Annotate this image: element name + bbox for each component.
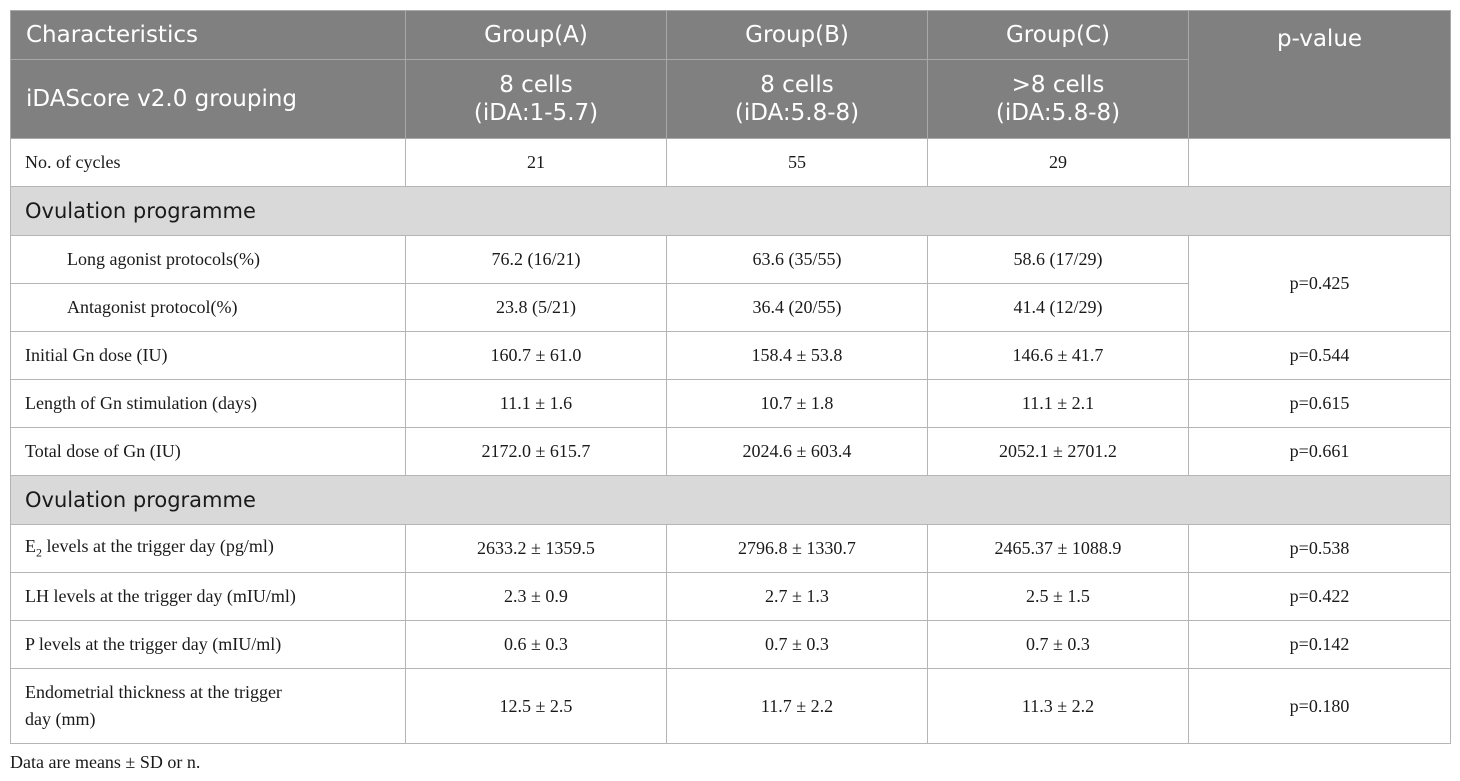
- group-b-range: (iDA:5.8-8): [734, 100, 860, 126]
- cell-group-c: 2.5 ± 1.5: [927, 572, 1189, 621]
- table-container: Characteristics Group(A) Group(B) Group(…: [10, 10, 1451, 744]
- table-row-antagonist: Antagonist protocol(%) 23.8 (5/21) 36.4 …: [10, 283, 1451, 332]
- group-a-range: (iDA:1-5.7): [473, 100, 599, 126]
- header-group-b: Group(B): [666, 10, 928, 60]
- cell-group-a: 23.8 (5/21): [405, 283, 667, 332]
- table-row-long-agonist: Long agonist protocols(%) 76.2 (16/21) 6…: [10, 235, 1451, 332]
- characteristics-table: Characteristics Group(A) Group(B) Group(…: [10, 10, 1451, 744]
- row-label: Length of Gn stimulation (days): [10, 379, 406, 428]
- row-label: Endometrial thickness at the trigger day…: [10, 668, 406, 744]
- row-label: Total dose of Gn (IU): [10, 427, 406, 476]
- header-group-a: Group(A): [405, 10, 667, 60]
- cell-group-c: 0.7 ± 0.3: [927, 620, 1189, 669]
- e2-label-suffix: levels at the trigger day (pg/ml): [42, 536, 274, 557]
- cell-group-a: 160.7 ± 61.0: [405, 331, 667, 380]
- cell-group-a: 21: [405, 138, 667, 187]
- header-group-a-detail: 8 cells (iDA:1-5.7): [405, 59, 667, 139]
- cell-group-a: 76.2 (16/21): [405, 235, 667, 284]
- row-label: E2 levels at the trigger day (pg/ml): [10, 524, 406, 573]
- endometrial-label-line2: day (mm): [25, 709, 96, 729]
- cell-p-value: p=0.544: [1188, 331, 1451, 380]
- cell-group-b: 2024.6 ± 603.4: [666, 427, 928, 476]
- table-row-total-gn: Total dose of Gn (IU) 2172.0 ± 615.7 202…: [10, 427, 1451, 476]
- cell-p-value: p=0.422: [1188, 572, 1451, 621]
- table-row-e2: E2 levels at the trigger day (pg/ml) 263…: [10, 524, 1451, 573]
- table-row-cycles: No. of cycles 21 55 29: [10, 138, 1451, 187]
- cell-group-b: 158.4 ± 53.8: [666, 331, 928, 380]
- group-c-cells: >8 cells: [1011, 72, 1105, 98]
- row-label: No. of cycles: [10, 138, 406, 187]
- row-label: P levels at the trigger day (mIU/ml): [10, 620, 406, 669]
- cell-group-c: 11.3 ± 2.2: [927, 668, 1189, 744]
- group-a-cells: 8 cells: [499, 72, 573, 98]
- cell-p-value: p=0.661: [1188, 427, 1451, 476]
- cell-group-c: 11.1 ± 2.1: [927, 379, 1189, 428]
- cell-group-a: 12.5 ± 2.5: [405, 668, 667, 744]
- row-label: Antagonist protocol(%): [10, 283, 406, 332]
- cell-group-b: 2.7 ± 1.3: [666, 572, 928, 621]
- cell-group-c: 41.4 (12/29): [927, 283, 1189, 332]
- cell-group-b: 36.4 (20/55): [666, 283, 928, 332]
- header-grouping-label: iDAScore v2.0 grouping: [10, 59, 406, 139]
- table-row-length-gn: Length of Gn stimulation (days) 11.1 ± 1…: [10, 379, 1451, 428]
- cell-p-value-protocol: p=0.425: [1188, 235, 1451, 332]
- cell-group-a: 2633.2 ± 1359.5: [405, 524, 667, 573]
- table-footnote: Data are means ± SD or n.: [10, 752, 201, 772]
- cell-group-c: 58.6 (17/29): [927, 235, 1189, 284]
- e2-label-subscript: 2: [36, 545, 42, 560]
- table-row-lh: LH levels at the trigger day (mIU/ml) 2.…: [10, 572, 1451, 621]
- group-b-cells: 8 cells: [760, 72, 834, 98]
- cell-group-c: 2052.1 ± 2701.2: [927, 427, 1189, 476]
- cell-group-a: 2.3 ± 0.9: [405, 572, 667, 621]
- cell-group-b: 63.6 (35/55): [666, 235, 928, 284]
- header-row: Characteristics Group(A) Group(B) Group(…: [10, 10, 1451, 139]
- header-subrow: iDAScore v2.0 grouping 8 cells (iDA:1-5.…: [10, 59, 1451, 139]
- cell-group-c: 29: [927, 138, 1189, 187]
- cell-p-value: p=0.615: [1188, 379, 1451, 428]
- section-row-2: Ovulation programme: [10, 475, 1451, 525]
- cell-group-b: 55: [666, 138, 928, 187]
- cell-group-b: 2796.8 ± 1330.7: [666, 524, 928, 573]
- table-row-initial-gn: Initial Gn dose (IU) 160.7 ± 61.0 158.4 …: [10, 331, 1451, 380]
- header-characteristics: Characteristics: [10, 10, 406, 60]
- cell-group-b: 0.7 ± 0.3: [666, 620, 928, 669]
- header-p-value-text: p-value: [1276, 26, 1363, 52]
- row-label: LH levels at the trigger day (mIU/ml): [10, 572, 406, 621]
- cell-group-a: 0.6 ± 0.3: [405, 620, 667, 669]
- table-row-endometrial: Endometrial thickness at the trigger day…: [10, 668, 1451, 744]
- table-row-p-levels: P levels at the trigger day (mIU/ml) 0.6…: [10, 620, 1451, 669]
- cell-group-b: 11.7 ± 2.2: [666, 668, 928, 744]
- section-heading: Ovulation programme: [10, 186, 1451, 236]
- cell-group-a: 2172.0 ± 615.7: [405, 427, 667, 476]
- cell-group-a: 11.1 ± 1.6: [405, 379, 667, 428]
- cell-group-c: 2465.37 ± 1088.9: [927, 524, 1189, 573]
- endometrial-label-line1: Endometrial thickness at the trigger: [25, 682, 282, 702]
- header-group-c-detail: >8 cells (iDA:5.8-8): [927, 59, 1189, 139]
- header-group-b-detail: 8 cells (iDA:5.8-8): [666, 59, 928, 139]
- header-p-value: p-value: [1188, 10, 1451, 139]
- row-label: Initial Gn dose (IU): [10, 331, 406, 380]
- section-row-1: Ovulation programme: [10, 186, 1451, 236]
- cell-group-c: 146.6 ± 41.7: [927, 331, 1189, 380]
- cell-p-value: p=0.142: [1188, 620, 1451, 669]
- cell-group-b: 10.7 ± 1.8: [666, 379, 928, 428]
- cell-p-value: p=0.538: [1188, 524, 1451, 573]
- row-label: Long agonist protocols(%): [10, 235, 406, 284]
- header-group-c: Group(C): [927, 10, 1189, 60]
- cell-p-value: [1188, 138, 1451, 187]
- e2-label-prefix: E: [25, 536, 36, 557]
- section-heading: Ovulation programme: [10, 475, 1451, 525]
- group-c-range: (iDA:5.8-8): [995, 100, 1121, 126]
- cell-p-value: p=0.180: [1188, 668, 1451, 744]
